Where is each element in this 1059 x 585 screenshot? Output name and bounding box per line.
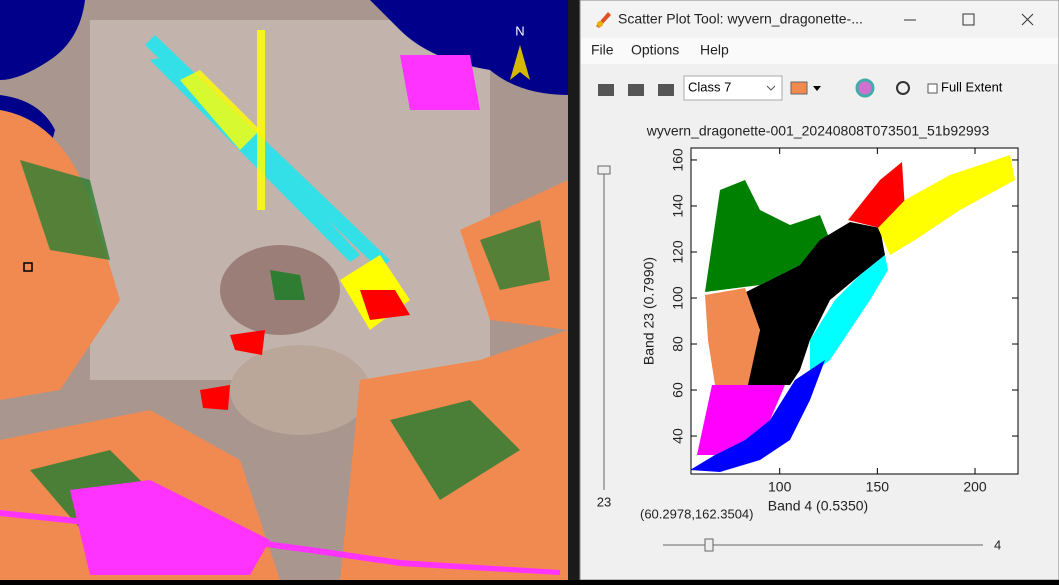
north-label: N [515, 23, 524, 38]
toolbar: Class 7 Full Extent [598, 75, 1003, 101]
menu-item[interactable]: File [591, 42, 614, 58]
horizontal-slider[interactable] [663, 538, 983, 552]
menu-item[interactable]: Help [700, 42, 729, 58]
y-tick-label: 40 [670, 428, 686, 444]
x-tick-label: 150 [866, 479, 890, 495]
x-axis-label: Band 4 (0.5350) [768, 498, 868, 514]
full-extent-checkbox[interactable] [927, 83, 938, 94]
maximize-button[interactable] [962, 13, 975, 26]
cursor-coordinates: (60.2978,162.3504) [640, 506, 753, 521]
x-tick-label: 100 [768, 479, 792, 495]
vertical-slider-label: 23 [597, 494, 611, 509]
refresh-button[interactable] [896, 81, 910, 95]
y-tick-label: 60 [670, 382, 686, 398]
class-clouds [690, 155, 1015, 472]
y-tick-label: 120 [670, 240, 686, 264]
color-button[interactable] [790, 81, 808, 95]
add-class-button[interactable] [598, 84, 614, 96]
full-extent-label: Full Extent [941, 79, 1003, 94]
clear-class-button[interactable] [658, 84, 674, 96]
scatter-window: Scatter Plot Tool: wyvern_dragonette-...… [579, 0, 1059, 581]
class-select-label: Class 7 [688, 79, 731, 94]
horizontal-slider-label: 4 [994, 537, 1001, 552]
classified-image: N [0, 0, 568, 580]
close-button[interactable] [1021, 13, 1034, 26]
y-tick-label: 100 [670, 286, 686, 310]
x-tick-label: 200 [963, 479, 987, 495]
vertical-slider[interactable] [597, 165, 611, 490]
y-tick-label: 80 [670, 336, 686, 352]
menu-item[interactable]: Options [631, 42, 679, 58]
class-select[interactable] [683, 75, 783, 101]
y-tick-label: 140 [670, 194, 686, 218]
window-title: Scatter Plot Tool: wyvern_dragonette-... [618, 11, 863, 27]
y-axis-label: Band 23 (0.7990) [641, 257, 657, 365]
chart-title: wyvern_dragonette-001_20240808T073501_51… [646, 123, 990, 139]
color-wheel-button[interactable] [855, 78, 875, 98]
delete-class-button[interactable] [628, 84, 644, 96]
y-tick-label: 160 [670, 148, 686, 172]
